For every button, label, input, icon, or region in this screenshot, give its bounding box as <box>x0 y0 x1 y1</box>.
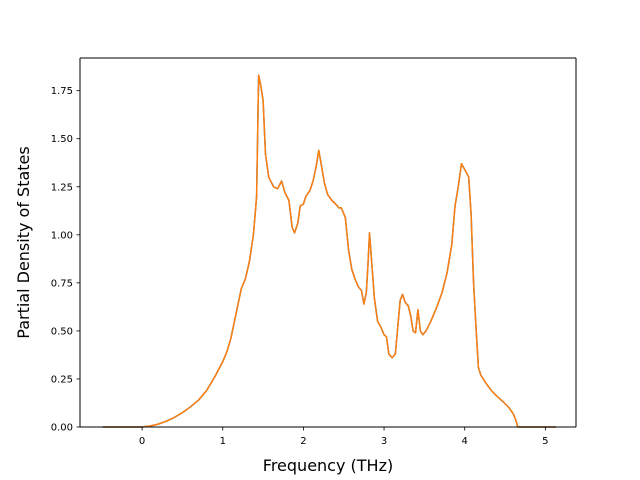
y-tick-label: 1.50 <box>51 134 73 145</box>
x-tick-label: 0 <box>139 436 145 447</box>
axes-frame <box>79 57 577 428</box>
y-axis-title: Partial Density of States <box>14 146 33 338</box>
y-tick-label: 1.25 <box>51 182 73 193</box>
plot-area <box>80 58 576 427</box>
x-tick-label: 4 <box>462 436 468 447</box>
y-tick-label: 0.00 <box>51 423 73 434</box>
y-tick-label: 0.25 <box>51 374 73 385</box>
y-axis-ticks: 0.00 0.25 0.50 0.75 1.00 1.25 1.50 1.75 <box>51 86 80 434</box>
series-layer <box>102 74 556 428</box>
x-tick-label: 5 <box>542 436 548 447</box>
x-axis-title: Frequency (THz) <box>263 456 393 475</box>
y-tick-label: 0.50 <box>51 326 73 337</box>
y-tick-label: 1.75 <box>51 86 73 97</box>
x-tick-label: 3 <box>381 436 387 447</box>
x-tick-label: 1 <box>220 436 226 447</box>
y-tick-label: 1.00 <box>51 230 73 241</box>
x-axis-ticks: 0 1 2 3 4 5 <box>139 427 549 447</box>
x-tick-label: 2 <box>300 436 306 447</box>
y-tick-label: 0.75 <box>51 278 73 289</box>
series-line-1 <box>102 74 556 428</box>
